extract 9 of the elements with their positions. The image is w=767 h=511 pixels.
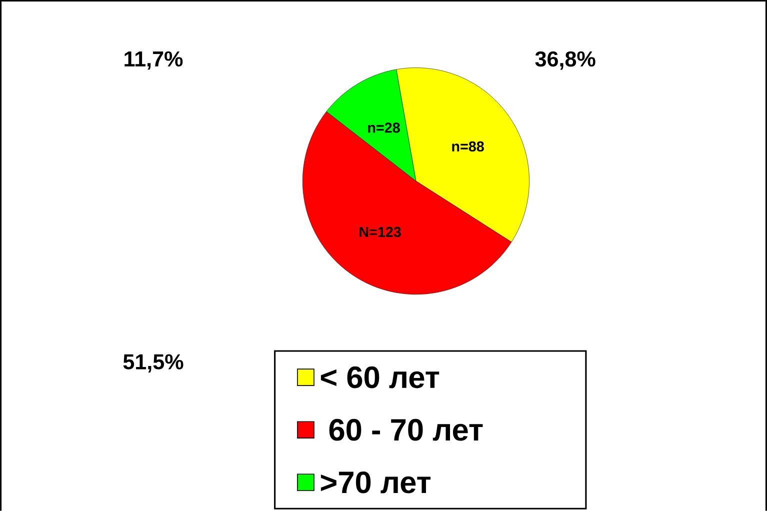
data-label: n=88 bbox=[452, 141, 484, 152]
legend-label: 60 - 70 лет bbox=[329, 418, 483, 441]
legend-label: < 60 лет bbox=[320, 366, 440, 388]
data-label: n=28 bbox=[368, 122, 400, 133]
text: 51,5% bbox=[123, 354, 184, 372]
legend-label: >70 лет bbox=[320, 471, 431, 494]
data-label: N=123 bbox=[360, 226, 401, 237]
text: 11,7% bbox=[124, 51, 183, 70]
text: 36,8% bbox=[535, 51, 596, 70]
